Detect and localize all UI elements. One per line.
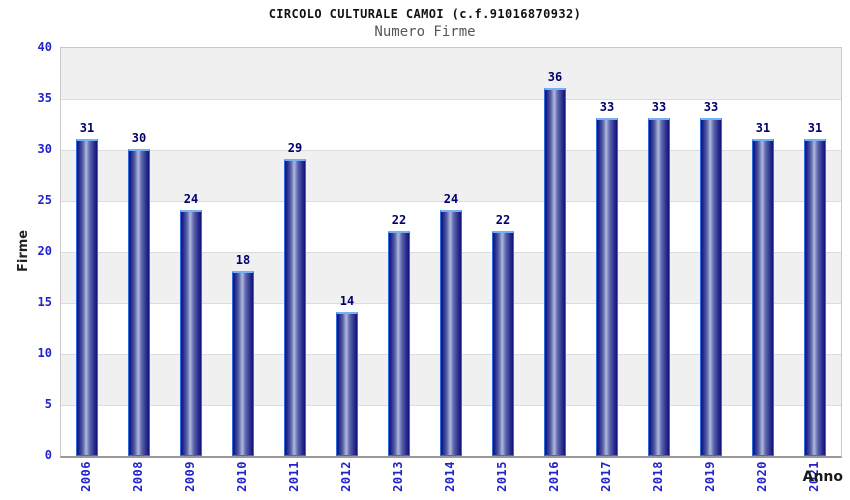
bar-value-label: 33	[599, 100, 615, 115]
plot-area: 31 30 24 18 29 14 22 24 22 36 33 33 33 31 31	[60, 47, 842, 458]
x-axis-title: Anno	[802, 469, 843, 485]
bar-2021	[804, 138, 826, 456]
x-tick-label: 2013	[372, 461, 424, 500]
x-tick-text: 2008	[131, 461, 145, 492]
x-tick-label: 2016	[528, 461, 580, 500]
bar-value-label: 31	[79, 120, 95, 135]
x-tick-label: 2014	[424, 461, 476, 500]
y-tick-label: 25	[37, 193, 52, 207]
chart-subtitle: Numero Firme	[374, 24, 476, 40]
bar-2011	[284, 159, 306, 456]
x-tick-label: 2009	[164, 461, 216, 500]
bar-value-label: 31	[807, 120, 823, 135]
x-tick-text: 2019	[703, 461, 717, 492]
y-tick-label: 0	[44, 448, 52, 462]
y-tick-label: 10	[37, 346, 52, 360]
y-tick-label: 5	[44, 397, 52, 411]
bar-2018	[648, 118, 670, 456]
y-tick-label: 30	[37, 142, 52, 156]
bar-value-label: 22	[495, 212, 511, 227]
bar-value-label: 31	[755, 120, 771, 135]
bar-2020	[752, 138, 774, 456]
x-tick-text: 2013	[391, 461, 405, 492]
x-tick-text: 2009	[183, 461, 197, 492]
x-tick-text: 2012	[339, 461, 353, 492]
bar-value-label: 33	[703, 100, 719, 115]
y-tick-label: 15	[37, 295, 52, 309]
x-tick-text: 2011	[287, 461, 301, 492]
bar-2006	[76, 138, 98, 456]
y-tick-label: 40	[37, 40, 52, 54]
x-tick-label: 2015	[476, 461, 528, 500]
bar-2010	[232, 271, 254, 456]
plot-band	[61, 48, 841, 99]
bar-value-label: 24	[183, 192, 199, 207]
bar-2016	[544, 87, 566, 456]
bar-2015	[492, 230, 514, 456]
bar-value-label: 24	[443, 192, 459, 207]
bar-2008	[128, 149, 150, 456]
x-tick-label: 2017	[580, 461, 632, 500]
bar-2009	[180, 210, 202, 456]
x-tick-text: 2014	[443, 461, 457, 492]
bar-value-label: 33	[651, 100, 667, 115]
bar-value-label: 36	[547, 69, 563, 84]
bar-2017	[596, 118, 618, 456]
chart-title: CIRCOLO CULTURALE CAMOI (c.f.91016870932…	[268, 7, 582, 21]
bar-value-label: 30	[131, 131, 147, 145]
x-tick-text: 2017	[599, 461, 613, 492]
bar-value-label: 22	[391, 212, 407, 227]
bar-2012	[336, 312, 358, 456]
x-tick-label: 2010	[216, 461, 268, 500]
gridline	[61, 99, 841, 100]
x-tick-label: 2012	[320, 461, 372, 500]
bar-2019	[700, 118, 722, 456]
bar-value-label: 29	[287, 141, 303, 156]
bar-value-label: 14	[339, 294, 355, 309]
y-tick-label: 20	[37, 244, 52, 258]
x-tick-text: 2018	[651, 461, 665, 492]
gridline	[61, 201, 841, 202]
bar-2013	[388, 230, 410, 456]
x-tick-label: 2018	[632, 461, 684, 500]
gridline	[61, 150, 841, 151]
x-tick-text: 2020	[755, 461, 769, 492]
x-tick-label: 2020	[736, 461, 788, 500]
y-tick-label: 35	[37, 91, 52, 105]
x-tick-text: 2016	[547, 461, 561, 492]
bar-2014	[440, 210, 462, 456]
x-tick-label: 2006	[60, 461, 112, 500]
x-tick-label: 2011	[268, 461, 320, 500]
bar-value-label: 18	[235, 253, 251, 268]
x-tick-text: 2006	[79, 461, 93, 492]
x-tick-label: 2019	[684, 461, 736, 500]
x-tick-text: 2010	[235, 461, 249, 492]
x-axis-tick-labels: 2006 2008 2009 2010 2011 2012 2013 2014 2015 2016…	[60, 461, 840, 500]
x-tick-label: 2008	[112, 461, 164, 500]
y-axis-tick-labels: 0 5 10 15 20 25 30 35 40	[0, 40, 52, 463]
x-tick-text: 2015	[495, 461, 509, 492]
